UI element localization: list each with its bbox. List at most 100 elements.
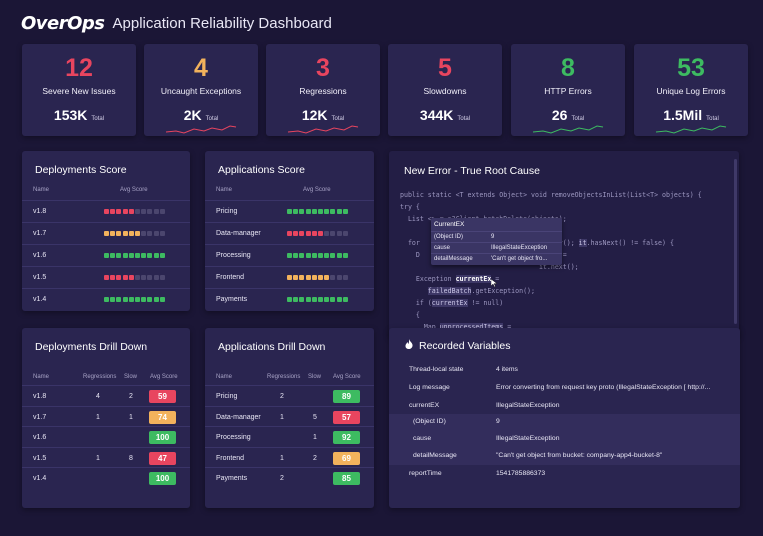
tooltip-value: IllegalStateException [491,245,548,251]
col-avg-score: Avg Score [150,374,178,380]
table-row[interactable]: Data-manager [205,222,374,244]
table-row[interactable]: v1.8 [22,200,190,222]
score-segment [110,231,116,236]
score-segment [128,231,134,236]
score-segment [159,209,165,214]
table-row[interactable]: v1.6 [22,244,190,266]
summary-card[interactable]: 8 HTTP Errors 26 Total [511,44,625,136]
score-segment [324,275,330,280]
variable-row[interactable]: detailMessage "Can't get object from buck… [389,448,740,465]
table-row[interactable]: v1.6 100 [22,426,190,447]
summary-card[interactable]: 4 Uncaught Exceptions 2K Total [144,44,258,136]
table-row[interactable]: Frontend 1 2 69 [205,446,374,468]
variable-name: Log message [409,384,450,391]
table-row[interactable]: v1.8 4 2 59 [22,385,190,406]
table-row[interactable]: Pricing 2 89 [205,385,374,406]
score-segment [336,209,342,214]
variable-row[interactable]: (Object ID) 9 [389,414,740,431]
row-name: Frontend [216,274,245,281]
score-badge: 85 [333,472,360,485]
row-name: Processing [216,252,251,259]
table-row[interactable]: v1.5 1 8 47 [22,446,190,468]
row-name: v1.6 [33,252,47,259]
variable-row[interactable]: currentEX IllegalStateException [389,398,740,415]
score-segment [104,275,109,280]
card-total: 153K Total [22,107,136,123]
table-row[interactable]: Pricing [205,200,374,222]
score-segment [116,209,122,214]
card-label: Severe New Issues [42,86,116,96]
row-slow: 2 [313,454,317,462]
card-label: Regressions [299,86,347,96]
score-segment [128,209,134,214]
score-segment [128,297,134,302]
score-segment [330,275,336,280]
variable-row[interactable]: reportTime 1541785886373 [389,466,740,483]
variable-row[interactable]: Log message Error converting from request… [389,380,740,397]
deployments-score-panel: Deployments Score Name Avg Score v1.8 v1.… [22,151,190,311]
card-label: Unique Log Errors [656,86,726,96]
card-total-value: 26 [551,107,568,123]
score-segment [104,231,109,236]
score-badge: 74 [149,410,176,424]
table-row[interactable]: v1.7 1 1 74 [22,405,190,427]
panel-title: Recorded Variables [419,340,511,352]
card-value: 53 [677,54,705,82]
table-row[interactable]: Frontend [205,266,374,288]
score-segment [305,209,311,214]
table-row[interactable]: v1.4 [22,288,190,310]
table-row[interactable]: Data-manager 1 5 57 [205,405,374,427]
score-segment [342,209,348,214]
row-name: Pricing [216,393,238,400]
table-row[interactable]: Processing 1 92 [205,426,374,447]
table-row[interactable]: Payments [205,288,374,310]
tooltip-title: CurrentEX [434,221,465,228]
score-segment [104,253,109,258]
score-bar [287,209,349,214]
summary-card[interactable]: 53 Unique Log Errors 1.5Mil Total [634,44,748,136]
table-row[interactable]: v1.4 100 [22,467,190,488]
table-row[interactable]: v1.5 [22,266,190,288]
panel-title: Deployments Drill Down [35,341,148,353]
card-total: 12K Total [266,107,380,123]
score-segment [317,209,323,214]
summary-card[interactable]: 5 Slowdowns 344K Total [388,44,502,136]
recorded-variables-panel: Recorded Variables Thread-local state 4 i… [389,328,740,508]
card-value: 12 [65,54,93,82]
score-segment [317,253,323,258]
score-segment [122,253,128,258]
card-label: Uncaught Exceptions [160,86,242,96]
card-total: 26 Total [511,107,625,123]
score-segment [141,253,147,258]
summary-card[interactable]: 12 Severe New Issues 153K Total [22,44,136,136]
row-slow: 5 [313,413,317,421]
score-badge: 100 [149,431,176,444]
summary-card[interactable]: 3 Regressions 12K Total [266,44,380,136]
score-badge: 69 [333,451,360,465]
variable-value: Error converting from request key proto … [496,384,711,391]
table-row[interactable]: v1.7 [22,222,190,244]
score-segment [110,209,116,214]
score-segment [311,253,317,258]
variable-name: detailMessage [413,452,457,459]
table-row[interactable]: Processing [205,244,374,266]
score-segment [128,253,134,258]
row-name: v1.4 [33,296,47,303]
score-segment [159,231,165,236]
score-segment [159,275,165,280]
score-bar [104,231,166,236]
score-segment [336,231,342,236]
col-name: Name [33,187,50,193]
score-bar [104,209,166,214]
mouse-cursor-icon [491,279,497,287]
score-segment [153,231,159,236]
score-bar [104,275,166,280]
tooltip-row: detailMessage 'Can't get object fro... [431,253,562,264]
variable-row[interactable]: Thread-local state 4 items [389,362,740,379]
variable-row[interactable]: cause IllegalStateException [389,431,740,448]
score-segment [293,209,299,214]
score-segment [147,231,153,236]
score-segment [287,297,292,302]
code-scrollbar[interactable] [734,159,737,324]
table-row[interactable]: Payments 2 85 [205,467,374,488]
